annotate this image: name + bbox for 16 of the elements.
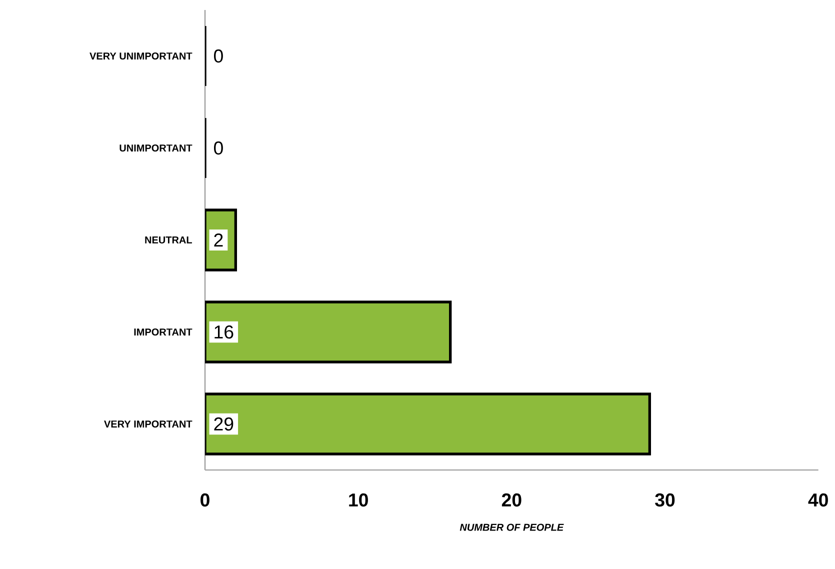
data-label: 0: [214, 49, 223, 63]
x-axis-title: NUMBER OF PEOPLE: [460, 524, 564, 531]
x-tick-label: 30: [655, 493, 675, 507]
x-tick-label: 0: [200, 493, 210, 507]
y-tick-label: UNIMPORTANT: [120, 144, 192, 152]
data-label: 2: [214, 233, 223, 247]
y-tick-label: NEUTRAL: [145, 236, 192, 244]
data-label: 29: [214, 417, 234, 431]
y-tick-label: IMPORTANT: [134, 328, 192, 336]
x-tick-label: 40: [808, 493, 828, 507]
y-tick-label: VERY UNIMPORTANT: [90, 52, 192, 60]
y-tick-label: VERY IMPORTANT: [104, 420, 192, 428]
x-tick-label: 10: [349, 493, 368, 507]
x-tick-label: 20: [502, 493, 522, 507]
data-label: 0: [214, 141, 223, 155]
data-label: 16: [214, 325, 234, 339]
